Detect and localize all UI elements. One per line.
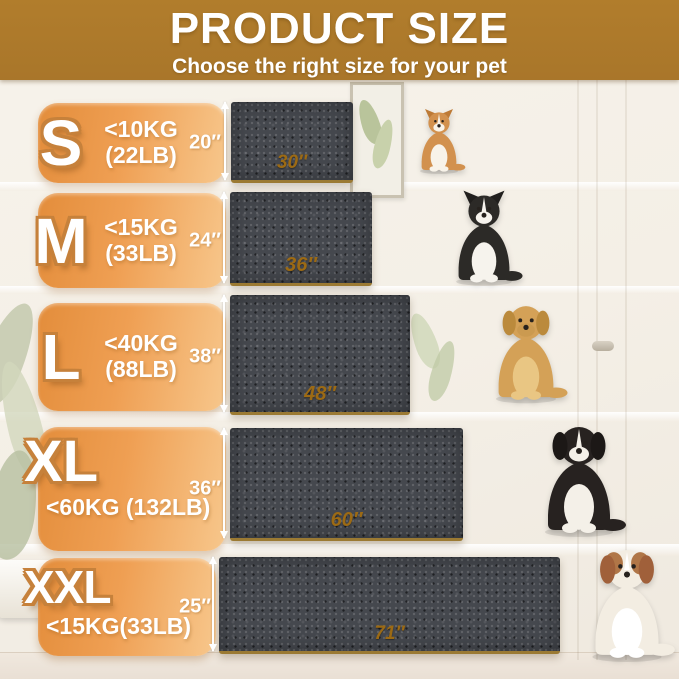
- weight-line1: <15KG: [104, 213, 178, 240]
- size-letter-xxl: XXL: [24, 561, 111, 613]
- width-dimension-label-l: 48″: [304, 383, 336, 405]
- size-letter-s: S: [39, 107, 83, 179]
- mat-image-xl: 60″: [230, 428, 463, 541]
- height-dimension-label-xl: 36″: [189, 477, 221, 500]
- weight-line1: <40KG: [104, 330, 178, 357]
- weight-line2: (88LB): [105, 356, 177, 382]
- size-letter-l: L: [41, 321, 81, 393]
- shelf-strip: [0, 286, 679, 294]
- weight-line1: <10KG: [104, 116, 178, 143]
- shelf-strip: [0, 412, 679, 422]
- mat-image-s: 30″: [231, 102, 353, 183]
- size-letter-m: M: [34, 204, 88, 277]
- mat-image-m: 36″: [230, 192, 372, 286]
- width-dimension-label-m: 36″: [285, 254, 317, 276]
- height-measure-arrow-m: [220, 191, 228, 284]
- height-measure-arrow-l: [220, 294, 228, 413]
- saint-bernard-dog-image: [572, 543, 679, 665]
- weight-limit-xl: <60KG (132LB): [46, 494, 211, 520]
- page-title: PRODUCT SIZE: [169, 4, 510, 53]
- size-badge-l: L <40KG (88LB) 38″: [38, 303, 226, 411]
- size-badge-xxl: XXL <15KG(33LB) 25″: [24, 558, 216, 656]
- size-badge-s: S <10KG (22LB) 20″: [38, 103, 226, 183]
- door-frame-line: [625, 80, 627, 660]
- width-dimension-label-s: 30″: [276, 152, 308, 173]
- weight-limit-xxl: <15KG(33LB): [46, 613, 192, 639]
- height-dimension-label-xxl: 25″: [179, 595, 211, 618]
- door-frame-line: [577, 80, 579, 660]
- weight-line2: (33LB): [105, 239, 177, 266]
- height-dimension-label-s: 20″: [189, 131, 221, 154]
- header-banner: PRODUCT SIZE Choose the right size for y…: [0, 0, 679, 80]
- door-knob: [592, 341, 614, 351]
- shelf-strip: [0, 182, 679, 191]
- weight-line2: (22LB): [105, 142, 177, 168]
- border-collie-dog-image: [443, 188, 525, 290]
- size-letter-xl: XL: [24, 429, 99, 494]
- mat-image-l: 48″: [230, 295, 410, 415]
- size-badge-xl: XL <60KG (132LB) 36″: [24, 427, 226, 551]
- weight-limit-s: <10KG (22LB): [96, 116, 186, 169]
- mat-image-xxl: 71″: [219, 557, 560, 654]
- height-measure-arrow-xl: [220, 427, 228, 539]
- bernese-mountain-dog-image: [514, 420, 644, 540]
- height-dimension-label-m: 24″: [189, 229, 221, 251]
- height-dimension-label-l: 38″: [189, 345, 221, 368]
- weight-limit-l: <40KG (88LB): [96, 330, 186, 383]
- height-measure-arrow-xxl: [209, 556, 217, 652]
- size-badge-m: M <15KG (33LB) 24″: [34, 193, 226, 288]
- page-subtitle: Choose the right size for your pet: [172, 55, 507, 78]
- golden-retriever-dog-image: [479, 300, 573, 406]
- corgi-dog-image: [411, 102, 467, 182]
- width-dimension-label-xl: 60″: [330, 509, 363, 531]
- height-measure-arrow-s: [221, 101, 229, 181]
- botanical-print-frame: [350, 82, 404, 198]
- weight-limit-m: <15KG (33LB): [96, 213, 186, 267]
- width-dimension-label-xxl: 71″: [374, 623, 405, 644]
- door-frame-line: [596, 80, 598, 660]
